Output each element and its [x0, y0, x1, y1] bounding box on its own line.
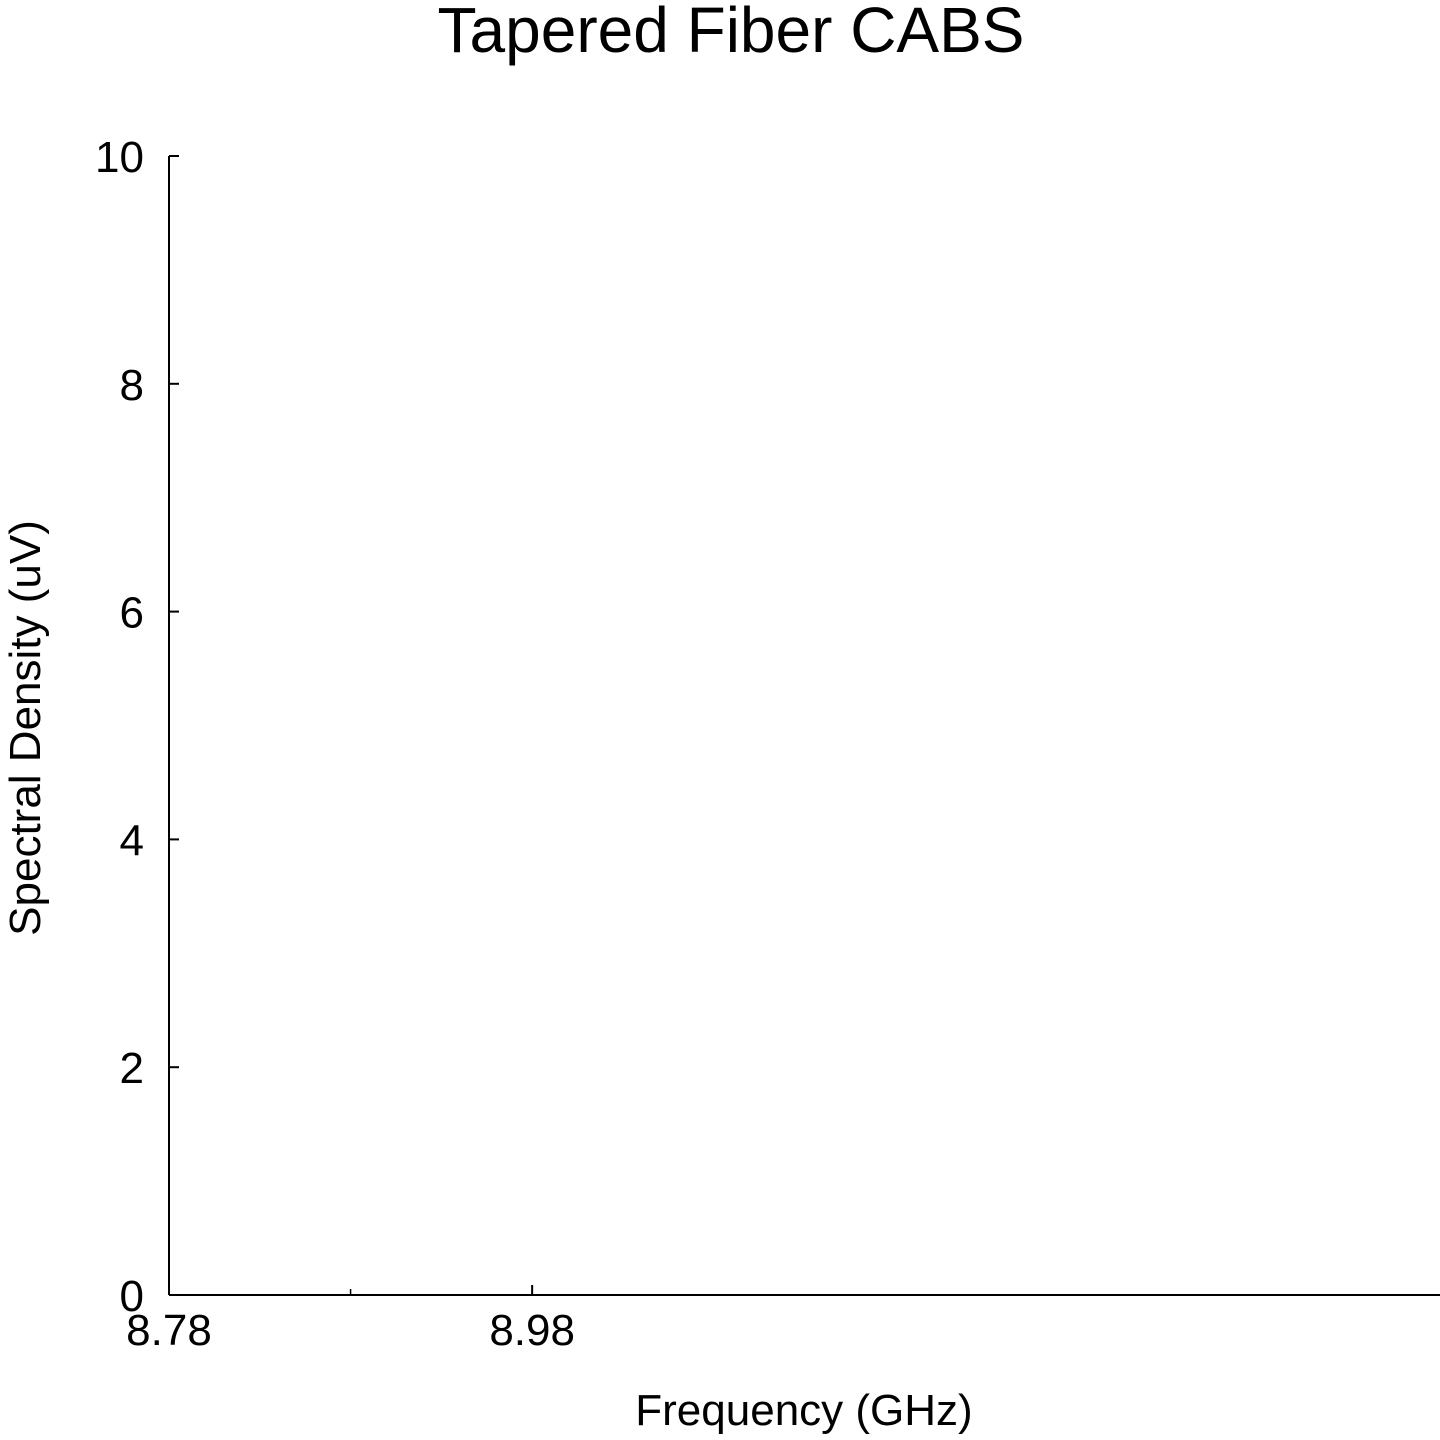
chart-title: Tapered Fiber CABS [438, 0, 1025, 66]
y-tick-label: 8 [120, 361, 144, 410]
x-tick-label: 8.98 [489, 1306, 575, 1355]
y-axis-label: Spectral Density (uV) [1, 520, 50, 936]
x-axis-label: Frequency (GHz) [635, 1386, 972, 1435]
y-tick-label: 2 [120, 1044, 144, 1093]
x-axis-ticks: 8.78 8.98 [126, 1285, 575, 1355]
y-tick-label: 0 [120, 1272, 144, 1321]
y-tick-label: 10 [95, 133, 144, 182]
x-tick-label: 8.78 [126, 1306, 212, 1355]
y-axis-ticks: 0 2 4 6 8 10 [95, 133, 179, 1321]
y-tick-label: 6 [120, 589, 144, 638]
y-tick-label: 4 [120, 816, 144, 865]
